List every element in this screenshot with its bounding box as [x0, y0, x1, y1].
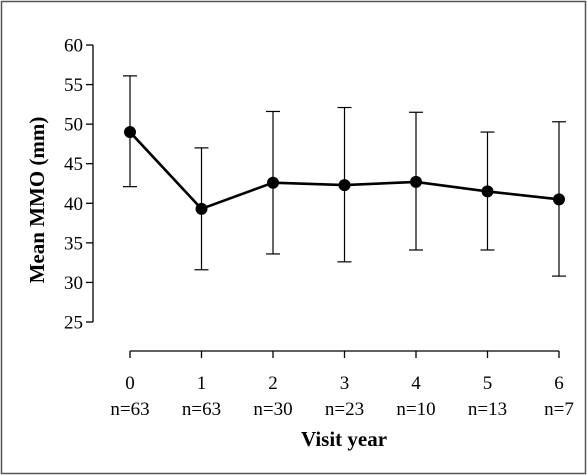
data-point [124, 126, 136, 139]
y-tick-label: 25 [64, 313, 83, 334]
x-tick-sample-size: n=10 [396, 399, 435, 420]
data-point [481, 185, 494, 198]
data-point [267, 176, 279, 189]
x-tick-label: 3 [340, 373, 350, 394]
x-tick-sample-size: n=13 [468, 399, 507, 420]
y-axis: 25 30 35 40 45 50 55 60 [64, 36, 94, 334]
y-tick-label: 35 [64, 233, 83, 254]
y-tick-label: 30 [64, 273, 83, 294]
y-tick-label: 55 [64, 75, 83, 96]
x-tick-label: 5 [483, 373, 493, 394]
y-tick-label: 50 [64, 115, 83, 136]
x-tick-sample-size: n=63 [110, 399, 149, 420]
data-point [195, 202, 208, 215]
data-point [338, 179, 351, 192]
x-tick-label: 4 [411, 373, 421, 394]
data-point [553, 193, 565, 206]
y-tick-label: 40 [64, 194, 83, 215]
y-tick-label: 60 [64, 36, 83, 57]
x-tick-sample-size: n=30 [253, 399, 292, 420]
data-point [410, 175, 422, 188]
x-tick-sample-size: n=23 [325, 399, 364, 420]
x-tick-label: 1 [197, 373, 207, 394]
y-axis-title: Mean MMO (mm) [25, 117, 49, 284]
x-tick-sample-size: n=63 [182, 399, 221, 420]
x-axis: 0 n=63 1 n=63 2 n=30 3 n=23 4 n=10 5 n=13 6 n=7 [110, 350, 574, 420]
x-tick-label: 2 [268, 373, 278, 394]
x-tick-label: 6 [554, 373, 564, 394]
x-axis-title: Visit year [301, 427, 387, 451]
x-tick-sample-size: n=7 [544, 399, 574, 420]
x-tick-label: 0 [125, 373, 135, 394]
data-point-markers [124, 126, 565, 215]
y-tick-label: 45 [64, 154, 83, 175]
